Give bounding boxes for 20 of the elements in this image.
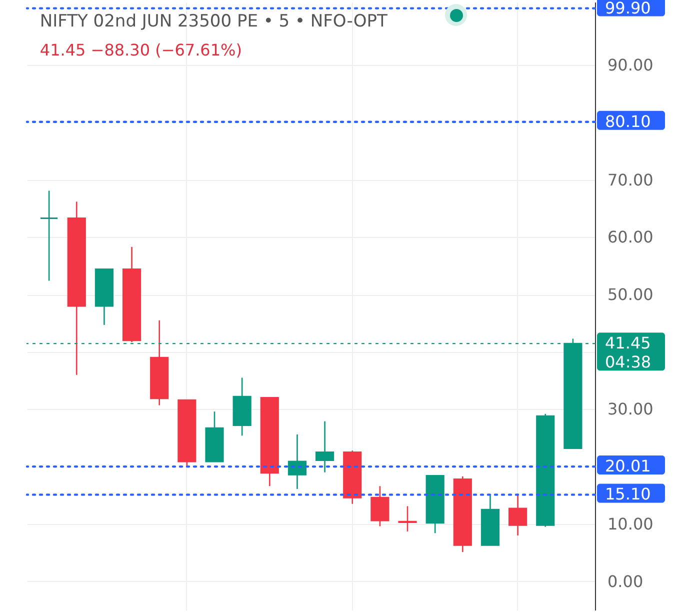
y-tick-label: 60.00 xyxy=(608,228,654,247)
candlestick xyxy=(40,190,58,282)
text: 41.45 −88.30 (−67.61%) xyxy=(40,40,242,60)
y-tick-label: 30.00 xyxy=(608,400,654,419)
candlestick xyxy=(508,492,528,536)
ref-line-label: 20.01 xyxy=(605,456,651,476)
ref-line-label: 99.90 xyxy=(605,0,651,18)
candlestick xyxy=(398,506,417,532)
text: NIFTY 02nd JUN 23500 PE • 5 • NFO-OPT xyxy=(40,11,388,32)
ref-line-label: 15.10 xyxy=(605,484,651,504)
ref-line-label: 41.45 04:38 xyxy=(605,334,652,372)
ref-line-label: 80.10 xyxy=(605,112,651,131)
y-tick-label: 90.00 xyxy=(608,56,654,75)
y-tick-label: 50.00 xyxy=(608,285,654,304)
y-tick-label: 70.00 xyxy=(608,170,654,190)
y-tick-label: 10.00 xyxy=(608,514,654,534)
candlestick xyxy=(288,434,307,490)
y-tick-label: 0.00 xyxy=(608,572,644,591)
candlestick xyxy=(370,485,390,527)
candlestick xyxy=(315,420,334,473)
